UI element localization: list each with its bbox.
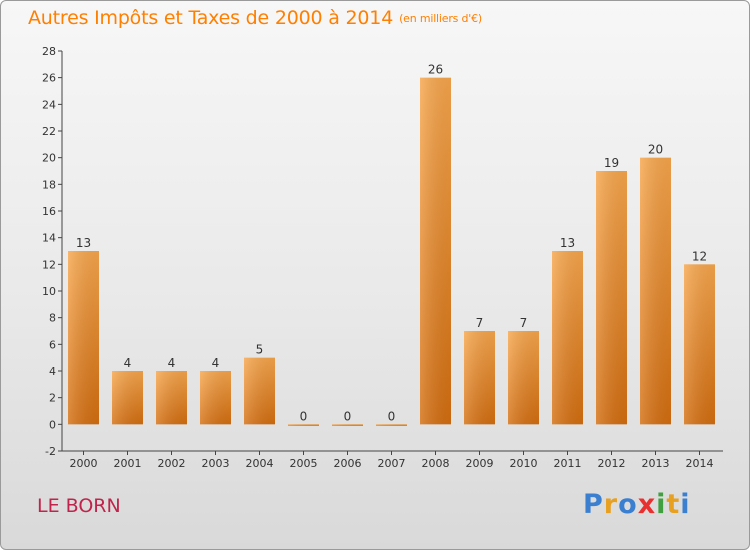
y-tick-label: -2 <box>45 445 56 458</box>
y-tick-label: 24 <box>42 98 56 111</box>
proxiti-logo: Proxiti <box>583 489 691 520</box>
x-tick-label-2005: 2005 <box>290 457 318 470</box>
logo-letter: x <box>637 489 657 520</box>
bar-shade-2003 <box>200 371 231 425</box>
y-tick-label: 12 <box>42 258 56 271</box>
chart-title: Autres Impôts et Taxes de 2000 à 2014 (en… <box>28 7 482 29</box>
value-label-2013: 20 <box>648 143 663 157</box>
x-tick-label-2012: 2012 <box>598 457 626 470</box>
logo-letter: i <box>680 489 691 520</box>
value-label-2014: 12 <box>692 249 707 263</box>
y-tick-label: 26 <box>42 72 56 85</box>
logo-letter: P <box>583 489 604 520</box>
x-tick-label-2010: 2010 <box>510 457 538 470</box>
y-tick-label: 4 <box>49 365 56 378</box>
chart-title-text: Autres Impôts et Taxes de 2000 à 2014 <box>28 7 394 29</box>
y-tick-label: 0 <box>49 418 56 431</box>
y-tick-label: 18 <box>42 178 56 191</box>
value-label-2010: 7 <box>520 316 528 330</box>
x-tick-label-2014: 2014 <box>686 457 714 470</box>
y-tick-label: 14 <box>42 232 56 245</box>
x-tick-label-2006: 2006 <box>334 457 362 470</box>
bar-shade-2000 <box>68 251 99 425</box>
x-tick-label-2007: 2007 <box>378 457 406 470</box>
bar-shade-2009 <box>464 331 495 425</box>
y-tick-label: 2 <box>49 392 56 405</box>
bar-shade-2013 <box>640 157 671 425</box>
value-label-2002: 4 <box>168 356 176 370</box>
x-tick-label-2001: 2001 <box>114 457 142 470</box>
y-tick-label: 16 <box>42 205 56 218</box>
logo-letter: o <box>618 489 638 520</box>
value-label-2008: 26 <box>428 63 443 77</box>
bar-shade-2014 <box>684 264 715 425</box>
x-tick-label-2000: 2000 <box>70 457 98 470</box>
value-label-2007: 0 <box>388 409 396 423</box>
bar-shade-2012 <box>596 171 627 425</box>
commune-name: LE BORN <box>37 495 121 517</box>
value-label-2006: 0 <box>344 409 352 423</box>
y-tick-label: 6 <box>49 338 56 351</box>
x-tick-label-2004: 2004 <box>246 457 274 470</box>
value-label-2000: 13 <box>76 236 91 250</box>
logo-letter: i <box>656 489 667 520</box>
x-tick-label-2008: 2008 <box>422 457 450 470</box>
value-label-2004: 5 <box>256 343 264 357</box>
y-tick-label: 28 <box>42 45 56 58</box>
logo-letter: r <box>603 489 619 520</box>
y-tick-label: 22 <box>42 125 56 138</box>
value-label-2003: 4 <box>212 356 220 370</box>
bar-shade-2004 <box>244 357 275 425</box>
bar-shade-2007 <box>376 424 407 426</box>
value-label-2005: 0 <box>300 409 308 423</box>
x-tick-label-2013: 2013 <box>642 457 670 470</box>
bar-shade-2001 <box>112 371 143 425</box>
bar-shade-2006 <box>332 424 363 426</box>
x-tick-label-2009: 2009 <box>466 457 494 470</box>
chart-unit: (en milliers d'€) <box>399 12 482 25</box>
x-tick-label-2002: 2002 <box>158 457 186 470</box>
x-tick-label-2003: 2003 <box>202 457 230 470</box>
value-label-2012: 19 <box>604 156 619 170</box>
bar-shade-2011 <box>552 251 583 425</box>
x-tick-label-2011: 2011 <box>554 457 582 470</box>
y-tick-label: 20 <box>42 152 56 165</box>
bar-shade-2010 <box>508 331 539 425</box>
logo-letter: t <box>666 489 681 520</box>
bar-shade-2002 <box>156 371 187 425</box>
bar-shade-2008 <box>420 77 451 425</box>
value-label-2011: 13 <box>560 236 575 250</box>
value-label-2001: 4 <box>124 356 132 370</box>
value-label-2009: 7 <box>476 316 484 330</box>
y-tick-label: 10 <box>42 285 56 298</box>
y-tick-label: 8 <box>49 312 56 325</box>
bar-shade-2005 <box>288 424 319 426</box>
